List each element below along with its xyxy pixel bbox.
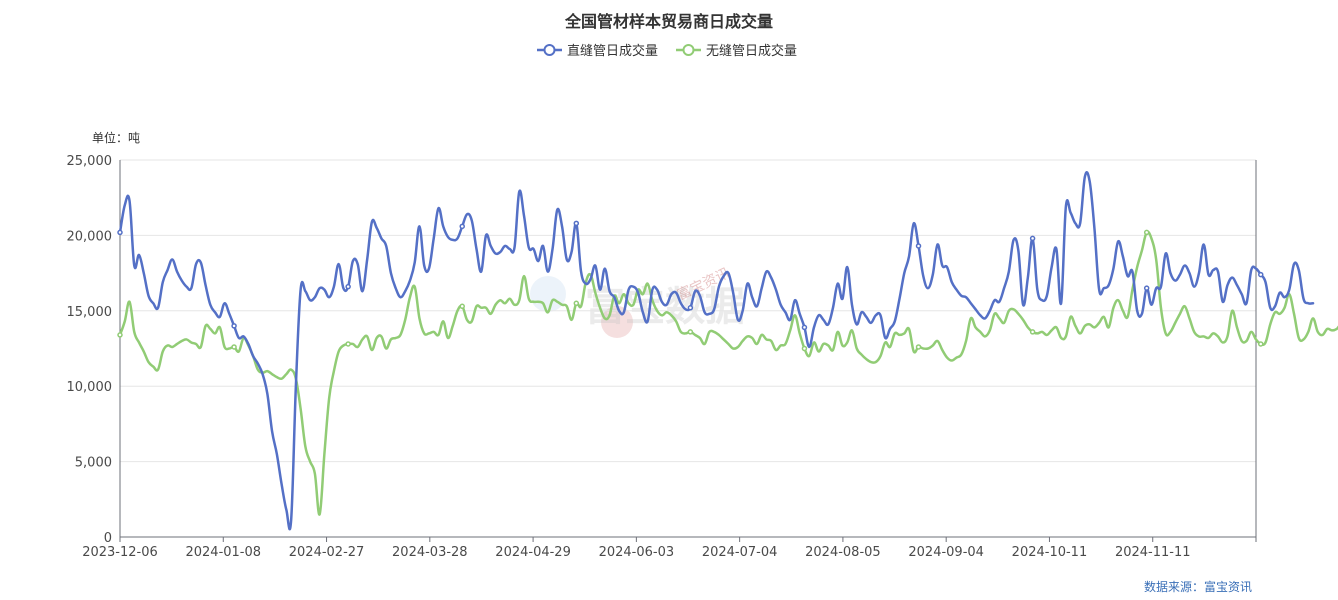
- legend-item-seamless-pipe[interactable]: 无缝管日成交量: [676, 43, 797, 59]
- data-point-welded-pipe[interactable]: [117, 229, 123, 236]
- data-point-welded-pipe[interactable]: [801, 324, 808, 331]
- watermark-logo-circle: [530, 276, 566, 312]
- legend-marker-icon: [682, 44, 695, 56]
- data-point-seamless-pipe[interactable]: [117, 332, 123, 338]
- data-point-seamless-pipe[interactable]: [1143, 229, 1150, 236]
- x-tick-label: 2024-01-08: [185, 545, 261, 560]
- y-tick-label: 20,000: [67, 229, 113, 244]
- series-line-seamless-pipe[interactable]: [118, 230, 1338, 516]
- y-axis-unit-label: 单位：吨: [92, 130, 140, 145]
- y-tick-label: 15,000: [67, 305, 113, 320]
- data-point-seamless-pipe[interactable]: [801, 345, 808, 352]
- data-point-welded-pipe[interactable]: [915, 243, 922, 249]
- data-source-label: 数据来源：富宝资讯: [1144, 579, 1252, 594]
- data-point-welded-pipe[interactable]: [231, 323, 237, 329]
- x-tick-label: 2024-04-29: [495, 545, 571, 560]
- x-tick-label: 2024-07-04: [702, 545, 778, 560]
- x-tick-label: 2024-08-05: [805, 545, 881, 560]
- data-point-welded-pipe[interactable]: [345, 283, 351, 290]
- watermark: 富宝数据 富宝资讯: [530, 265, 745, 338]
- legend-item-welded-pipe[interactable]: 直缝管日成交量: [537, 43, 658, 59]
- y-tick-label: 25,000: [67, 154, 113, 169]
- y-tick-label: 0: [104, 531, 112, 546]
- legend-label: 直缝管日成交量: [567, 43, 658, 59]
- series-layer: [117, 170, 1338, 531]
- x-tick-label: 2023-12-06: [82, 545, 158, 560]
- data-point-seamless-pipe[interactable]: [231, 344, 237, 350]
- x-tick-label: 2024-09-04: [908, 545, 984, 560]
- data-point-welded-pipe[interactable]: [459, 223, 465, 230]
- y-axis: 0 5,000 10,000 15,000 20,000 25,000: [67, 154, 1257, 546]
- x-tick-label: 2024-06-03: [599, 545, 675, 560]
- x-axis: 2023-12-06 2024-01-08 2024-02-27 2024-03-28…: [82, 536, 1257, 560]
- data-point-welded-pipe[interactable]: [687, 305, 694, 311]
- series-line-welded-pipe[interactable]: [118, 170, 1315, 531]
- data-point-welded-pipe[interactable]: [1143, 285, 1150, 291]
- legend-marker-icon: [543, 44, 556, 56]
- chart-title: 全国管材样本贸易商日成交量: [564, 12, 773, 31]
- data-point-welded-pipe[interactable]: [1029, 235, 1036, 242]
- y-tick-label: 5,000: [75, 456, 112, 471]
- data-point-seamless-pipe[interactable]: [1258, 341, 1264, 347]
- x-tick-label: 2024-10-11: [1012, 545, 1088, 560]
- y-tick-label: 10,000: [67, 380, 113, 395]
- data-point-seamless-pipe[interactable]: [1029, 329, 1036, 335]
- x-tick-label: 2024-11-11: [1115, 545, 1191, 560]
- x-tick-label: 2024-02-27: [289, 545, 365, 560]
- data-point-seamless-pipe[interactable]: [687, 329, 694, 335]
- data-point-seamless-pipe[interactable]: [915, 344, 922, 350]
- legend[interactable]: 直缝管日成交量 无缝管日成交量: [537, 43, 797, 59]
- data-point-seamless-pipe[interactable]: [573, 300, 580, 307]
- legend-label: 无缝管日成交量: [706, 43, 797, 59]
- data-point-seamless-pipe[interactable]: [459, 303, 465, 310]
- data-point-seamless-pipe[interactable]: [345, 341, 351, 347]
- x-tick-label: 2024-03-28: [392, 545, 468, 560]
- data-point-welded-pipe[interactable]: [1258, 271, 1264, 278]
- data-point-welded-pipe[interactable]: [573, 220, 580, 227]
